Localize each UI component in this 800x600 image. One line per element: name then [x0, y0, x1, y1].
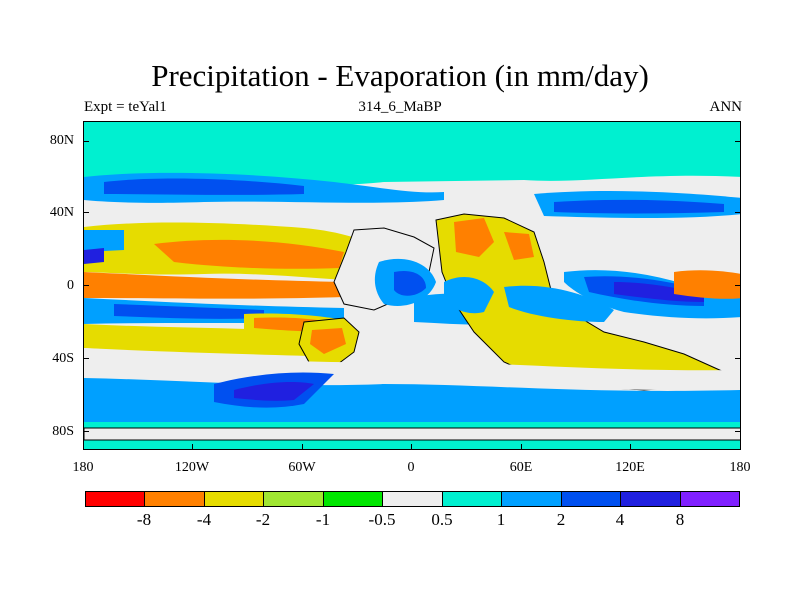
season-label: ANN [709, 99, 743, 115]
legend-swatch [442, 492, 503, 506]
eastern-continent-dry-north-east [504, 232, 534, 260]
legend-swatch [621, 492, 681, 506]
legend-label: -4 [196, 510, 212, 529]
legend-swatch [383, 492, 443, 506]
west-edge-wet-core [84, 248, 104, 264]
y-axis-label-80s: 80S [52, 424, 74, 439]
eastern-continent-wet [444, 277, 494, 314]
equatorial-wet-core-west [114, 304, 264, 319]
y-tick [83, 285, 89, 286]
chart-title: Precipitation - Evaporation (in mm/day) [151, 58, 649, 93]
x-tick [521, 444, 522, 450]
legend-swatch [86, 492, 146, 506]
x-tick [192, 444, 193, 450]
eastern-continent-dry-north [454, 218, 494, 257]
y-axis-label-40n: 40N [49, 205, 74, 220]
north-storm-core [104, 178, 304, 195]
eastern-ocean-wet [504, 285, 614, 322]
south-western-continent-dry [310, 328, 346, 354]
y-tick [735, 212, 741, 213]
legend-swatch [145, 492, 205, 506]
y-axis-label-40s: 40S [52, 351, 74, 366]
y-axis-label-80n: 80N [49, 133, 74, 148]
x-axis-label-120e: 120E [615, 460, 645, 475]
legend-swatch [323, 492, 384, 506]
west-edge-wet [84, 230, 124, 252]
y-axis-label-0: 0 [67, 278, 74, 293]
legend-label: 4 [615, 510, 625, 529]
southern-storm-core [234, 382, 314, 401]
y-tick [735, 141, 741, 142]
contour-map [84, 122, 740, 449]
legend-label: 0.5 [431, 510, 453, 529]
color-legend-bar [85, 491, 740, 507]
legend-label: -2 [255, 510, 271, 529]
arctic-wet-band [84, 122, 740, 160]
legend-swatch [204, 492, 265, 506]
x-axis-label-60w: 60W [288, 460, 316, 475]
x-axis-label-0: 0 [407, 460, 415, 475]
east-equatorial-dry [674, 270, 740, 299]
legend-swatch [680, 492, 739, 506]
legend-label: 8 [675, 510, 685, 529]
legend-swatch [561, 492, 622, 506]
eastern-continent [435, 213, 725, 391]
x-axis-label-60e: 60E [509, 460, 533, 475]
y-tick [83, 431, 89, 432]
equatorial-dry-west [84, 272, 344, 299]
x-tick [302, 444, 303, 450]
legend-label: -8 [136, 510, 152, 529]
x-axis-label-120w: 120W [174, 460, 210, 475]
y-tick [83, 141, 89, 142]
east-tropical-wet-core [614, 282, 704, 302]
north-subtropical-core [154, 239, 344, 269]
x-axis-label-180e: 180 [729, 460, 751, 475]
x-tick [630, 444, 631, 450]
y-tick [735, 358, 741, 359]
experiment-label: Expt = teYal1 [84, 99, 167, 115]
y-tick [83, 212, 89, 213]
y-tick [83, 358, 89, 359]
x-axis-label-180w: 180 [72, 460, 94, 475]
x-tick [411, 444, 412, 450]
legend-label: 2 [556, 510, 566, 529]
y-tick [735, 285, 741, 286]
legend-label: -0.5 [368, 510, 396, 529]
legend-label: 1 [496, 510, 506, 529]
legend-label: -1 [315, 510, 331, 529]
y-tick [735, 431, 741, 432]
map-plot-area [83, 121, 741, 450]
legend-swatch [264, 492, 324, 506]
legend-swatch [502, 492, 562, 506]
antarctic-continent [84, 427, 740, 441]
period-label: 314_6_MaBP [358, 99, 442, 115]
western-continent-wet-core [394, 270, 426, 296]
north-east-storm-core [554, 199, 724, 214]
